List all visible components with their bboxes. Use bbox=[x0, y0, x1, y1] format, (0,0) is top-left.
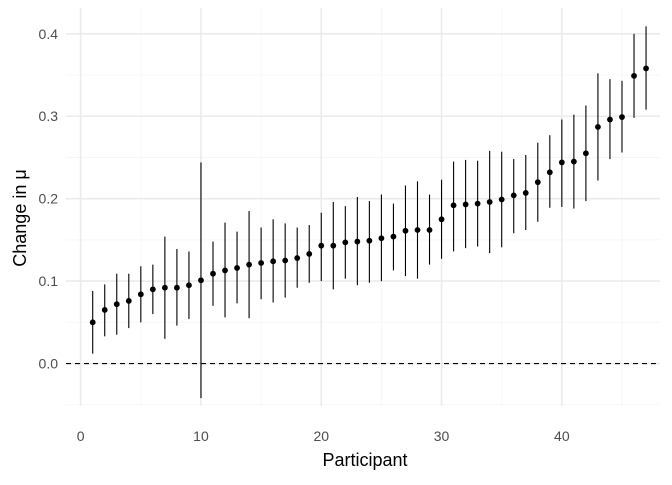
data-point bbox=[378, 235, 385, 242]
data-point bbox=[234, 265, 240, 271]
data-point bbox=[450, 202, 457, 209]
data-point bbox=[354, 238, 361, 245]
data-point bbox=[595, 124, 601, 130]
data-point bbox=[522, 190, 529, 196]
minor-gridlines bbox=[66, 8, 660, 406]
data-point bbox=[306, 251, 313, 257]
data-point bbox=[402, 227, 409, 234]
data-point bbox=[161, 284, 168, 291]
data-point bbox=[510, 192, 517, 199]
data-point bbox=[186, 282, 192, 289]
data-point bbox=[125, 297, 132, 304]
data-point bbox=[113, 301, 120, 308]
y-tick-label: 0.4 bbox=[39, 26, 59, 42]
y-tick-label: 0.3 bbox=[39, 108, 59, 124]
data-point bbox=[474, 200, 481, 207]
data-point bbox=[390, 233, 397, 240]
data-point bbox=[222, 267, 228, 274]
x-tick-label: 10 bbox=[193, 428, 209, 444]
data-point bbox=[210, 270, 216, 277]
x-axis-tick-labels: 0 10 20 30 40 bbox=[77, 428, 570, 444]
data-point bbox=[137, 291, 144, 298]
data-point bbox=[149, 286, 156, 293]
data-points bbox=[89, 65, 649, 326]
data-point bbox=[270, 258, 277, 265]
data-point bbox=[258, 260, 265, 266]
data-point bbox=[366, 237, 373, 244]
data-point bbox=[631, 72, 637, 79]
data-point bbox=[426, 227, 433, 233]
data-point bbox=[462, 201, 469, 208]
data-point bbox=[318, 242, 325, 249]
data-point bbox=[246, 261, 252, 268]
y-tick-label: 0.0 bbox=[39, 356, 59, 372]
data-point bbox=[294, 255, 301, 261]
data-point bbox=[330, 242, 337, 249]
y-axis-tick-labels: 0.0 0.1 0.2 0.3 0.4 bbox=[39, 26, 59, 372]
data-point bbox=[619, 114, 625, 120]
x-axis-title: Participant bbox=[322, 450, 407, 470]
data-point bbox=[174, 284, 180, 291]
data-point bbox=[643, 65, 649, 72]
data-point bbox=[89, 319, 96, 326]
x-tick-label: 40 bbox=[554, 428, 570, 444]
y-tick-label: 0.2 bbox=[39, 191, 59, 207]
data-point bbox=[438, 216, 445, 223]
error-bars bbox=[92, 26, 647, 399]
data-point bbox=[342, 239, 349, 246]
data-point bbox=[607, 116, 613, 123]
data-point bbox=[282, 257, 289, 264]
data-point bbox=[198, 277, 204, 284]
major-gridlines bbox=[66, 8, 660, 406]
data-point bbox=[486, 199, 493, 205]
data-point bbox=[558, 159, 565, 166]
x-tick-label: 30 bbox=[434, 428, 450, 444]
data-point bbox=[583, 150, 589, 157]
data-point bbox=[498, 196, 505, 203]
data-point bbox=[534, 179, 541, 186]
y-tick-label: 0.1 bbox=[39, 273, 59, 289]
x-tick-label: 20 bbox=[313, 428, 329, 444]
x-tick-label: 0 bbox=[77, 428, 85, 444]
data-point bbox=[414, 227, 421, 233]
data-point bbox=[570, 158, 577, 165]
y-axis-title: Change in μ bbox=[10, 169, 30, 266]
data-point bbox=[546, 169, 553, 176]
data-point bbox=[101, 307, 108, 313]
